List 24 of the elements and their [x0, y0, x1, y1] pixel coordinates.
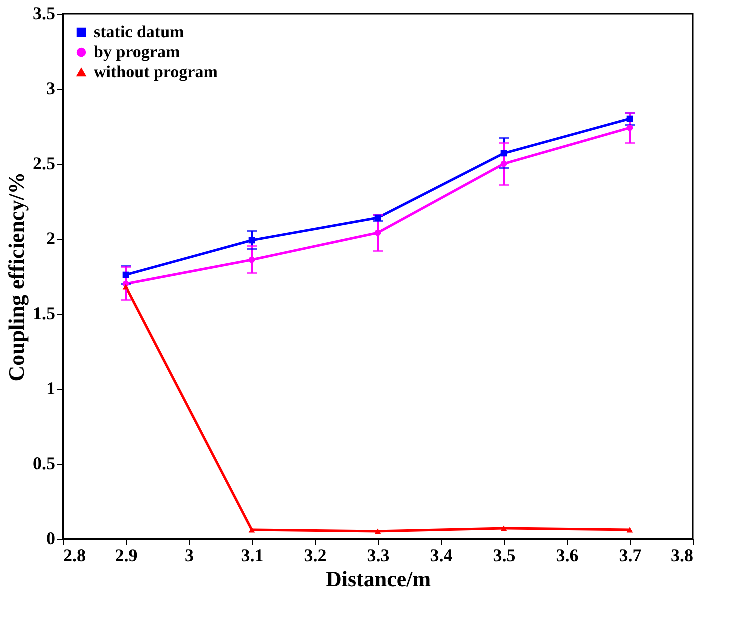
- x-tick-label: 3.4: [430, 546, 453, 566]
- legend-label: without program: [94, 62, 218, 82]
- y-tick-label: 2.5: [33, 154, 56, 174]
- y-tick-label: 0.5: [33, 454, 56, 474]
- x-tick-label: 3.1: [241, 546, 264, 566]
- x-tick-label: 3.8: [671, 546, 694, 566]
- x-tick-label: 2.9: [115, 546, 138, 566]
- x-tick-label: 3.3: [367, 546, 390, 566]
- y-tick-label: 3.5: [33, 4, 56, 24]
- y-tick-label: 0: [46, 528, 56, 548]
- x-tick-label: 2.8: [64, 546, 86, 566]
- x-axis-title: Distance/m: [326, 566, 432, 592]
- legend-label: static datum: [94, 22, 184, 42]
- y-tick-label: 1.5: [33, 304, 56, 324]
- x-tick-label: 3.5: [493, 546, 516, 566]
- y-tick-label: 2: [46, 228, 56, 248]
- legend-label: by program: [94, 42, 180, 62]
- x-tick-label: 3: [185, 546, 194, 566]
- y-axis-title: Coupling efficiency/%: [4, 172, 29, 382]
- x-tick-label: 3.2: [304, 546, 327, 566]
- y-tick-label: 1: [46, 378, 56, 398]
- y-tick-label: 3: [46, 78, 56, 98]
- x-tick-label: 3.6: [556, 546, 579, 566]
- x-tick-label: 3.7: [619, 546, 642, 566]
